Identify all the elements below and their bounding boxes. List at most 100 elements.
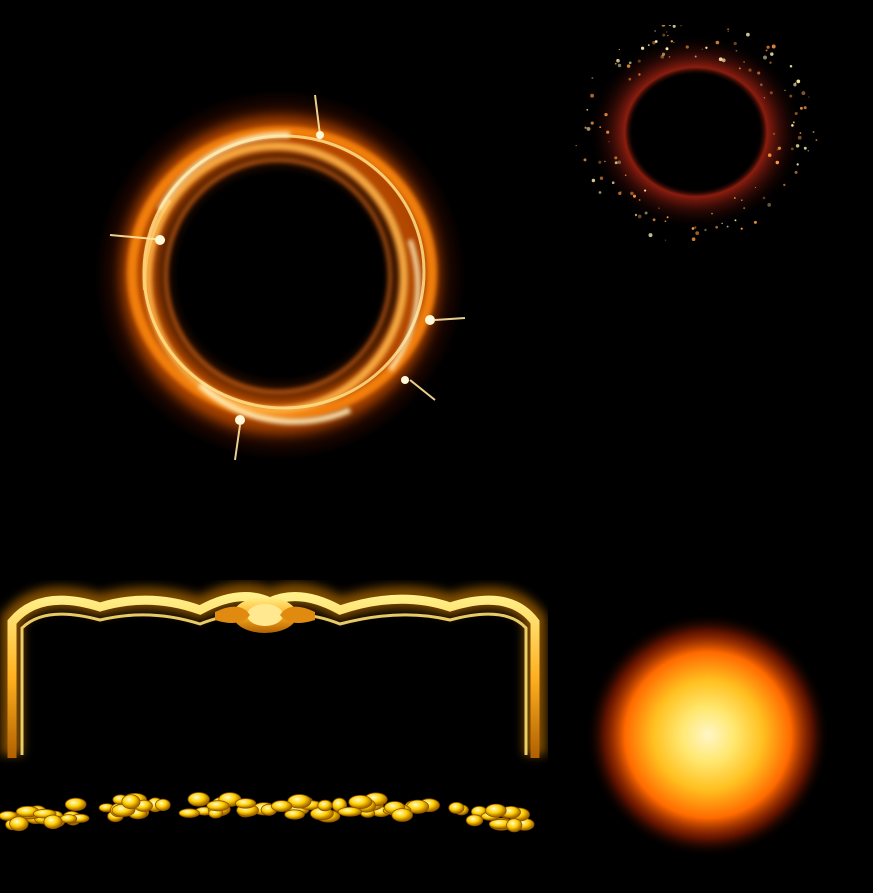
spark-particle — [685, 45, 689, 49]
spark-particle — [754, 186, 757, 189]
glow-orb-sprite — [586, 613, 830, 857]
spark-particle — [638, 73, 641, 76]
spark-particle — [803, 106, 807, 110]
spark-particle — [665, 47, 669, 51]
spark-particle — [793, 83, 797, 87]
spark-particle — [648, 233, 653, 238]
spark-particle — [763, 55, 767, 60]
spark-particle — [652, 218, 656, 222]
spark-particle — [672, 25, 676, 28]
gold-coin — [270, 800, 293, 813]
spark-particle — [599, 126, 602, 128]
spark-particle — [733, 41, 737, 46]
spark-particle — [801, 91, 806, 96]
spark-particle — [640, 46, 645, 50]
spark-particle — [797, 135, 802, 140]
spark-particle — [741, 199, 743, 201]
spark-particle — [670, 40, 674, 43]
spark-particle — [794, 111, 798, 116]
spark-particle — [735, 49, 738, 52]
spark-particle — [583, 158, 587, 162]
gold-coin — [348, 794, 373, 809]
spark-particle — [575, 144, 577, 147]
spark-particle — [721, 58, 726, 63]
spark-particle — [691, 227, 695, 230]
spark-particle — [777, 146, 782, 150]
spark-particle — [791, 124, 794, 127]
gold-coin — [59, 814, 78, 824]
spark-particle — [666, 31, 668, 33]
spark-particle — [598, 191, 602, 194]
spark-particle — [799, 132, 802, 134]
spark-particle — [637, 214, 642, 219]
spark-particle — [738, 67, 741, 70]
spark-particle — [590, 93, 595, 98]
spark-particle — [701, 48, 703, 50]
spark-particle — [784, 89, 786, 92]
spark-particle — [617, 160, 622, 165]
spark-particle — [733, 197, 736, 199]
spark-particle — [743, 207, 746, 210]
gold-coin — [465, 814, 484, 827]
spark-particle — [767, 153, 772, 157]
spark-particle — [740, 227, 743, 230]
spark-particle — [617, 63, 622, 68]
spark-particle — [694, 226, 697, 229]
spark-particle — [715, 40, 720, 45]
spark-particle — [644, 211, 648, 215]
spark-particle — [664, 239, 667, 241]
spark-particle — [652, 40, 656, 45]
spark-particle — [634, 213, 638, 217]
spark-particle — [606, 130, 610, 134]
gold-coin — [337, 806, 362, 817]
spark-particle — [591, 178, 596, 183]
spark-particle — [617, 59, 619, 61]
gold-frame-sprite — [0, 583, 546, 833]
spark-particle — [586, 126, 591, 131]
spark-particle — [769, 61, 772, 64]
gold-coin — [178, 808, 200, 818]
spark-particle — [638, 199, 641, 201]
gold-coin — [391, 808, 414, 822]
spark-particle — [614, 161, 618, 165]
gold-coin — [121, 794, 141, 810]
spark-particle — [664, 220, 667, 223]
spark-particle — [661, 52, 666, 56]
spark-particle — [775, 160, 780, 165]
spark-particle — [626, 64, 631, 68]
spark-particle — [771, 44, 776, 49]
spark-particle — [795, 144, 800, 148]
gold-coin — [64, 797, 87, 811]
spark-particle — [691, 237, 696, 242]
spark-particle — [705, 46, 708, 49]
spark-particle — [715, 225, 719, 229]
spark-particle — [584, 126, 587, 129]
spark-particle — [757, 71, 761, 75]
spark-particle — [769, 91, 773, 95]
spark-particle — [644, 189, 647, 192]
gold-coin — [187, 792, 210, 807]
spark-particle — [760, 83, 763, 86]
spark-particle — [799, 106, 803, 110]
spark-particle — [792, 121, 795, 124]
spark-particle — [654, 40, 658, 43]
spark-particle — [666, 216, 669, 219]
spark-particle — [668, 25, 672, 26]
spark-particle — [624, 174, 627, 176]
gold-coin — [155, 798, 171, 811]
spark-particle — [790, 147, 794, 151]
fire-ring-sprite — [95, 90, 466, 461]
spark-particle — [604, 160, 606, 163]
gold-coin — [9, 816, 29, 832]
spark-particle — [734, 219, 737, 222]
spark-particle — [637, 59, 641, 63]
spark-particle — [599, 176, 604, 180]
gold-coin — [448, 801, 465, 814]
spark-particle — [598, 160, 602, 164]
spark-particle — [808, 96, 810, 98]
spark-particle — [673, 41, 675, 44]
spark-particle — [618, 48, 620, 51]
spark-particle — [586, 108, 589, 111]
spark-particle — [776, 149, 779, 151]
